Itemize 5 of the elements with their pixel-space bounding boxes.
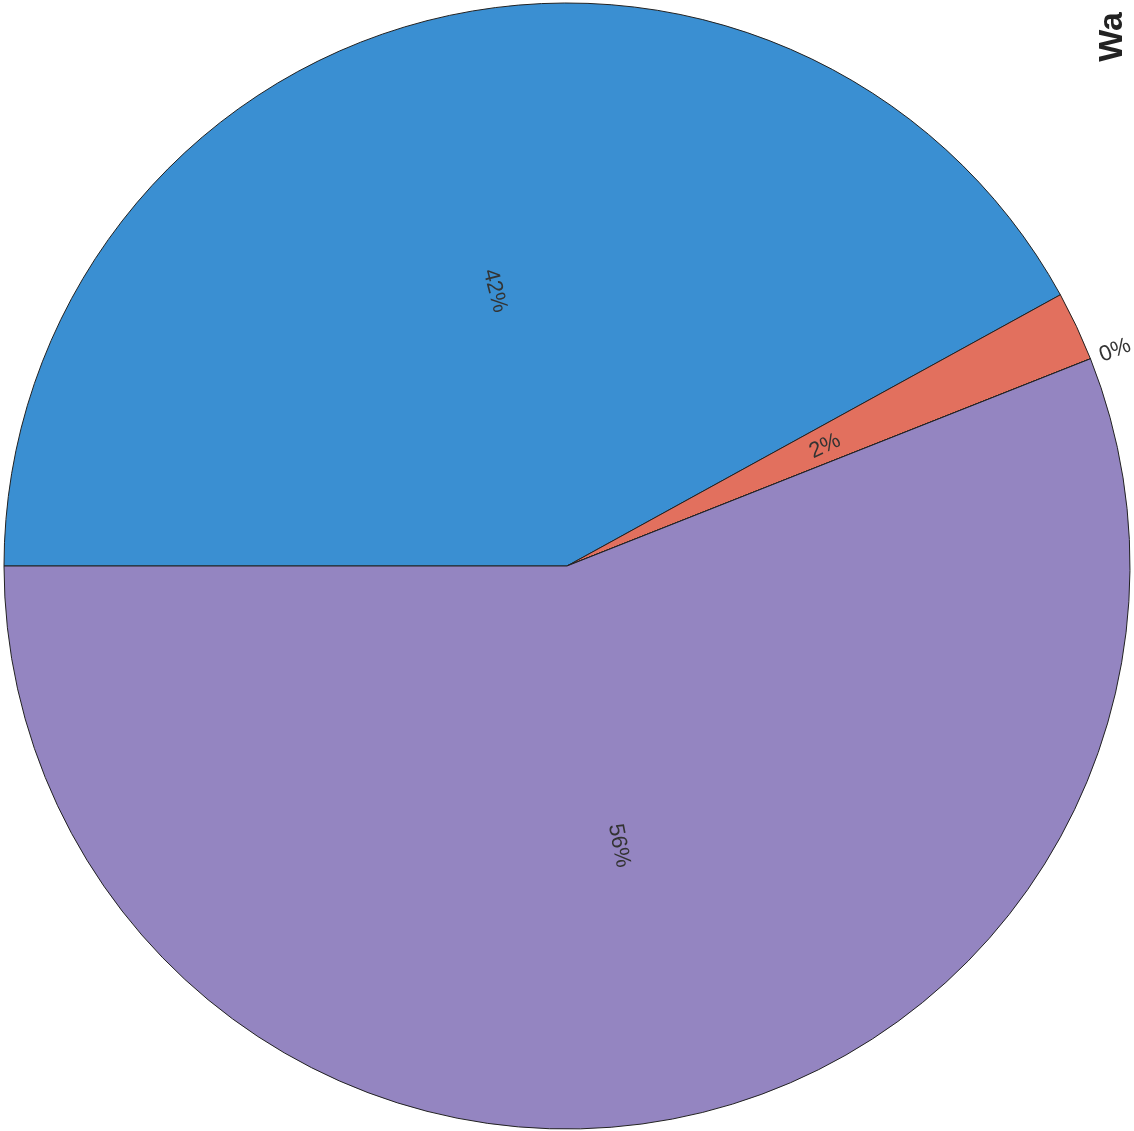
text: 0% <box>1095 331 1134 367</box>
text: Wa <box>1091 10 1129 62</box>
data-label: 2% <box>804 426 845 463</box>
data-label: 56% <box>603 821 637 870</box>
data-label: 42% <box>478 266 514 315</box>
